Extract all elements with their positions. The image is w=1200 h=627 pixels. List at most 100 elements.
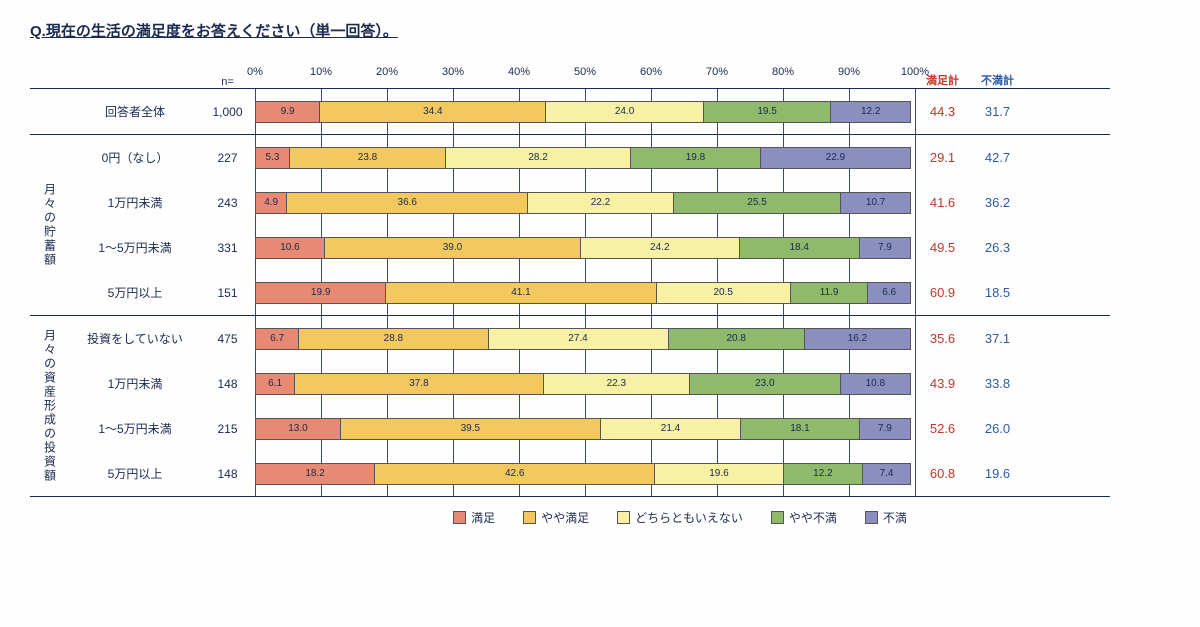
satisfied-total: 35.6	[915, 331, 970, 346]
row-n: 148	[200, 377, 255, 391]
bar-area: 19.941.120.511.96.6	[255, 270, 915, 315]
data-row: 0円（なし）2275.323.828.219.822.929.142.7	[70, 135, 1110, 180]
data-row: 5万円以上14818.242.619.612.27.460.819.6	[70, 451, 1110, 496]
dissatisfied-total: 26.3	[970, 240, 1025, 255]
bar-segment: 10.7	[840, 192, 911, 214]
legend-item: どちらともいえない	[617, 509, 743, 526]
stacked-bar: 4.936.622.225.510.7	[255, 192, 915, 214]
row-label: 1万円未満	[70, 375, 200, 392]
data-row: 投資をしていない4756.728.827.420.816.235.637.1	[70, 316, 1110, 361]
bar-area: 10.639.024.218.47.9	[255, 225, 915, 270]
row-n: 331	[200, 241, 255, 255]
legend-swatch	[523, 511, 536, 524]
legend-swatch	[453, 511, 466, 524]
bar-segment: 12.2	[830, 101, 911, 123]
bar-segment: 28.2	[445, 147, 631, 169]
stacked-bar: 19.941.120.511.96.6	[255, 282, 915, 304]
bar-segment: 34.4	[319, 101, 546, 123]
stacked-bar: 6.728.827.420.816.2	[255, 328, 915, 350]
axis-tick: 10%	[310, 66, 332, 78]
legend-item: 不満	[865, 509, 907, 526]
bar-segment: 39.5	[340, 418, 601, 440]
stacked-bar: 5.323.828.219.822.9	[255, 147, 915, 169]
bar-segment: 21.4	[600, 418, 741, 440]
bar-area: 6.137.822.323.010.8	[255, 361, 915, 406]
axis-tick: 60%	[640, 66, 662, 78]
bar-segment: 23.8	[289, 147, 446, 169]
row-n: 1,000	[200, 105, 255, 119]
bar-segment: 41.1	[385, 282, 656, 304]
bar-segment: 25.5	[673, 192, 841, 214]
legend-item: やや不満	[771, 509, 837, 526]
row-n: 243	[200, 196, 255, 210]
x-axis: 0%10%20%30%40%50%60%70%80%90%100%	[255, 66, 915, 88]
bar-segment: 19.8	[630, 147, 761, 169]
dissatisfied-total: 33.8	[970, 376, 1025, 391]
bar-segment: 39.0	[324, 237, 581, 259]
bar-segment: 37.8	[294, 373, 543, 395]
legend-label: 不満	[883, 509, 907, 526]
axis-tick: 50%	[574, 66, 596, 78]
bar-area: 4.936.622.225.510.7	[255, 180, 915, 225]
row-label: 5万円以上	[70, 284, 200, 301]
row-n: 475	[200, 332, 255, 346]
axis-tick: 40%	[508, 66, 530, 78]
axis-tick: 90%	[838, 66, 860, 78]
row-label: 0円（なし）	[70, 149, 200, 166]
bar-segment: 4.9	[255, 192, 287, 214]
bar-segment: 27.4	[488, 328, 669, 350]
bar-segment: 6.7	[255, 328, 299, 350]
bar-segment: 7.9	[859, 237, 911, 259]
dissatisfied-total: 36.2	[970, 195, 1025, 210]
bar-segment: 5.3	[255, 147, 290, 169]
satisfied-total: 60.9	[915, 285, 970, 300]
dissatisfied-total: 18.5	[970, 285, 1025, 300]
row-label: 投資をしていない	[70, 330, 200, 347]
row-label: 5万円以上	[70, 465, 200, 482]
row-label: 1万円未満	[70, 194, 200, 211]
bar-area: 13.039.521.418.17.9	[255, 406, 915, 451]
satisfied-total: 41.6	[915, 195, 970, 210]
group-label: 月々の貯蓄額	[42, 183, 59, 267]
bar-segment: 7.4	[862, 463, 911, 485]
bar-segment: 18.1	[740, 418, 860, 440]
group-label: 月々の資産形成の投資額	[42, 329, 59, 483]
legend-label: どちらともいえない	[635, 509, 743, 526]
satisfied-total: 43.9	[915, 376, 970, 391]
dissatisfied-total: 37.1	[970, 331, 1025, 346]
bar-area: 18.242.619.612.27.4	[255, 451, 915, 496]
legend-swatch	[617, 511, 630, 524]
bar-segment: 18.4	[739, 237, 860, 259]
bar-segment: 28.8	[298, 328, 488, 350]
satisfied-total: 52.6	[915, 421, 970, 436]
row-group: 回答者全体1,0009.934.424.019.512.244.331.7	[30, 89, 1110, 134]
bar-segment: 11.9	[790, 282, 869, 304]
dissatisfied-total: 19.6	[970, 466, 1025, 481]
bar-segment: 13.0	[255, 418, 341, 440]
bar-segment: 22.9	[760, 147, 911, 169]
row-n: 215	[200, 422, 255, 436]
bar-segment: 24.0	[545, 101, 703, 123]
bar-segment: 18.2	[255, 463, 375, 485]
legend: 満足やや満足どちらともいえないやや不満不満	[250, 509, 1110, 526]
chart-body: 回答者全体1,0009.934.424.019.512.244.331.7 月々の…	[30, 89, 1110, 497]
bar-segment: 23.0	[689, 373, 841, 395]
dissatisfied-total: 42.7	[970, 150, 1025, 165]
bar-segment: 19.9	[255, 282, 386, 304]
axis-tick: 100%	[901, 66, 929, 78]
row-n: 227	[200, 151, 255, 165]
satisfied-total: 29.1	[915, 150, 970, 165]
row-label: 1～5万円未満	[70, 239, 200, 256]
legend-item: 満足	[453, 509, 495, 526]
bar-segment: 42.6	[374, 463, 655, 485]
bar-segment: 20.5	[656, 282, 791, 304]
bar-segment: 9.9	[255, 101, 320, 123]
data-row: 1～5万円未満21513.039.521.418.17.952.626.0	[70, 406, 1110, 451]
bar-segment: 16.2	[804, 328, 911, 350]
bar-segment: 22.3	[543, 373, 690, 395]
bar-segment: 7.9	[859, 418, 911, 440]
legend-label: 満足	[471, 509, 495, 526]
chart-container: n= 0%10%20%30%40%50%60%70%80%90%100% 満足計…	[30, 66, 1110, 526]
legend-swatch	[865, 511, 878, 524]
axis-tick: 0%	[247, 66, 263, 78]
